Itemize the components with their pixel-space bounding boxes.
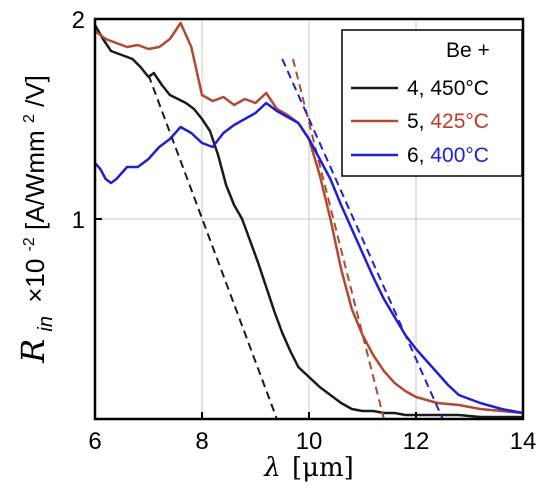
y-tick-label: 1	[72, 207, 85, 234]
y-tick-label: 2	[72, 7, 85, 34]
svg-text:R in ×10 -2: R in ×10 -2 [A/Wmm 2 /V]	[10, 75, 58, 364]
ticks	[94, 18, 524, 419]
fit-line-5	[291, 58, 385, 419]
svg-text:5, 425°C: 5, 425°C	[407, 110, 489, 133]
x-axis-label: λ [μm]	[263, 452, 354, 483]
legend-temp-4: 450°C	[430, 77, 489, 100]
legend-label-6: 6,	[407, 144, 430, 167]
x-tick-label: 6	[88, 428, 101, 455]
legend-temp-5: 425°C	[430, 110, 489, 133]
x-tick-label: 12	[403, 428, 430, 455]
x-tick-label: 10	[296, 428, 323, 455]
series-layer	[95, 21, 523, 419]
y-axis-label: R in ×10 -2 [A/Wmm 2 /V]	[10, 75, 58, 364]
series-line-5	[95, 21, 523, 415]
legend: Be + 4, 450°C 5, 425°C 6, 400°C	[341, 29, 523, 177]
x-tick-label: 14	[510, 428, 537, 455]
legend-entry-4: 4, 450°C	[351, 77, 489, 100]
legend-label-5: 5,	[407, 110, 430, 133]
svg-text:6, 400°C: 6, 400°C	[407, 144, 489, 167]
legend-box	[341, 29, 523, 177]
legend-title: Be +	[446, 39, 490, 62]
legend-label-4: 4,	[407, 77, 430, 100]
x-tick-label: 8	[195, 428, 208, 455]
fit-line-4	[147, 74, 278, 419]
svg-text:4, 450°C: 4, 450°C	[407, 77, 489, 100]
series-line-4	[95, 24, 523, 419]
legend-entry-5: 5, 425°C	[351, 110, 489, 133]
legend-entry-6: 6, 400°C	[351, 144, 489, 167]
legend-temp-6: 400°C	[430, 144, 489, 167]
series-line-6	[95, 101, 523, 415]
fit-line-6	[281, 58, 444, 419]
